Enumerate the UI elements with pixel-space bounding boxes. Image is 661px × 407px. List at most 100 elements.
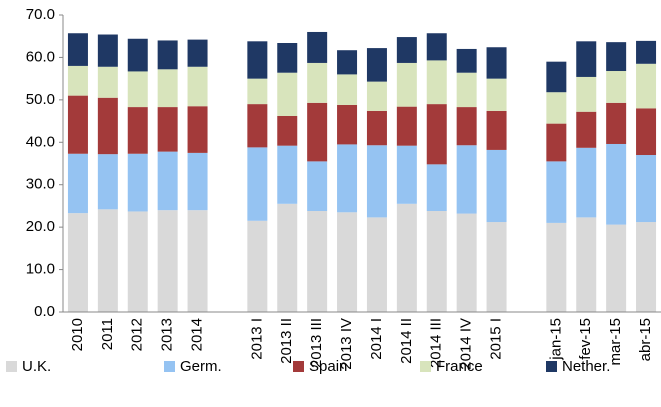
bar-segment xyxy=(396,62,417,107)
bar-segment xyxy=(426,211,447,312)
x-tick-label: abr-15 xyxy=(637,318,654,361)
bar-segment xyxy=(127,71,148,108)
bar-segment xyxy=(546,61,567,93)
bar-segment xyxy=(456,213,477,312)
y-tick-label: 0.0 xyxy=(34,303,55,320)
bar-segment xyxy=(636,63,657,109)
bar-segment xyxy=(636,222,657,312)
bar-segment xyxy=(366,81,387,111)
bar-segment xyxy=(97,97,118,155)
x-tick-label: 2014 I xyxy=(368,318,385,360)
x-tick-label: 2013 xyxy=(159,318,176,351)
bar-segment xyxy=(606,42,627,72)
y-tick-label: 40.0 xyxy=(26,133,55,150)
bar-segment xyxy=(307,102,328,162)
bar-segment xyxy=(337,144,358,213)
y-tick-label: 50.0 xyxy=(26,91,55,108)
bar-segment xyxy=(247,147,268,221)
bar-segment xyxy=(307,62,328,103)
bar-segment xyxy=(576,147,597,218)
bar-segment xyxy=(247,78,268,105)
legend-swatch xyxy=(420,361,431,372)
bar-segment xyxy=(486,47,507,79)
bar-segment xyxy=(187,106,208,153)
bar-segment xyxy=(546,92,567,124)
x-tick-label: 2011 xyxy=(99,318,116,350)
bar-segment xyxy=(396,106,417,146)
bar-segment xyxy=(576,217,597,312)
bar-segment xyxy=(337,104,358,145)
bar-segment xyxy=(606,224,627,312)
x-tick-label: 2014 xyxy=(189,318,206,351)
bar-segment xyxy=(187,210,208,312)
legend-label: U.K. xyxy=(22,358,51,375)
legend-swatch xyxy=(6,361,17,372)
bar-segment xyxy=(307,161,328,212)
legend-swatch xyxy=(164,361,175,372)
bar-segment xyxy=(247,41,268,79)
bar-segment xyxy=(157,69,178,108)
bar-segment xyxy=(67,33,88,66)
bar-segment xyxy=(97,34,118,67)
bar-segment xyxy=(157,107,178,152)
bar-segment xyxy=(456,107,477,146)
bar-segment xyxy=(426,33,447,61)
bar-segment xyxy=(486,110,507,150)
bar-segment xyxy=(247,220,268,312)
bar-segment xyxy=(456,72,477,108)
x-tick-label: 2010 xyxy=(69,318,86,351)
y-tick-label: 10.0 xyxy=(26,261,55,278)
bar-segment xyxy=(337,212,358,312)
bar-segment xyxy=(247,104,268,148)
bar-segment xyxy=(277,203,298,312)
legend-label: France xyxy=(436,358,483,375)
bar-segment xyxy=(97,209,118,312)
bar-segment xyxy=(97,66,118,98)
bar-segment xyxy=(396,145,417,204)
bar-segment xyxy=(576,111,597,148)
bar-segment xyxy=(277,115,298,146)
bar-segment xyxy=(157,210,178,312)
x-tick-label: 2013 I xyxy=(248,318,265,360)
bar-segment xyxy=(67,153,88,214)
bar-segment xyxy=(456,48,477,73)
x-tick-label: 2013 IV xyxy=(338,318,355,370)
bar-segment xyxy=(486,149,507,223)
x-tick-label: mar-15 xyxy=(607,318,624,366)
legend-swatch xyxy=(293,361,304,372)
bar-segment xyxy=(576,41,597,77)
bar-segment xyxy=(67,213,88,312)
x-tick-label: 2013 II xyxy=(278,318,295,364)
legend-label: Spain xyxy=(309,358,347,375)
bar-segment xyxy=(576,76,597,112)
bar-segment xyxy=(546,222,567,312)
bar-segment xyxy=(187,152,208,211)
bar-segment xyxy=(187,66,208,107)
bar-segment xyxy=(546,161,567,223)
bar-segment xyxy=(366,110,387,146)
bar-segment xyxy=(277,145,298,204)
legend-swatch xyxy=(546,361,557,372)
x-tick-label: 2014 III xyxy=(428,318,445,368)
bar-segment xyxy=(366,48,387,82)
bar-segment xyxy=(426,104,447,165)
legend-label: Germ. xyxy=(180,358,222,375)
bar-segment xyxy=(337,74,358,105)
bar-segment xyxy=(277,43,298,73)
bar-segment xyxy=(456,145,477,214)
x-tick-label: fev-15 xyxy=(577,318,594,360)
bar-segment xyxy=(67,65,88,96)
bar-segment xyxy=(127,38,148,72)
bar-segment xyxy=(636,108,657,156)
bar-segment xyxy=(127,153,148,212)
bar-segment xyxy=(606,102,627,144)
x-tick-label: jan-15 xyxy=(547,318,564,361)
x-tick-label: 2015 I xyxy=(488,318,505,360)
bar-segment xyxy=(277,72,298,116)
bar-segment xyxy=(546,123,567,162)
y-tick-label: 70.0 xyxy=(26,6,55,23)
bar-segment xyxy=(157,151,178,211)
bar-segment xyxy=(636,155,657,223)
x-tick-label: 2014 II xyxy=(398,318,415,364)
